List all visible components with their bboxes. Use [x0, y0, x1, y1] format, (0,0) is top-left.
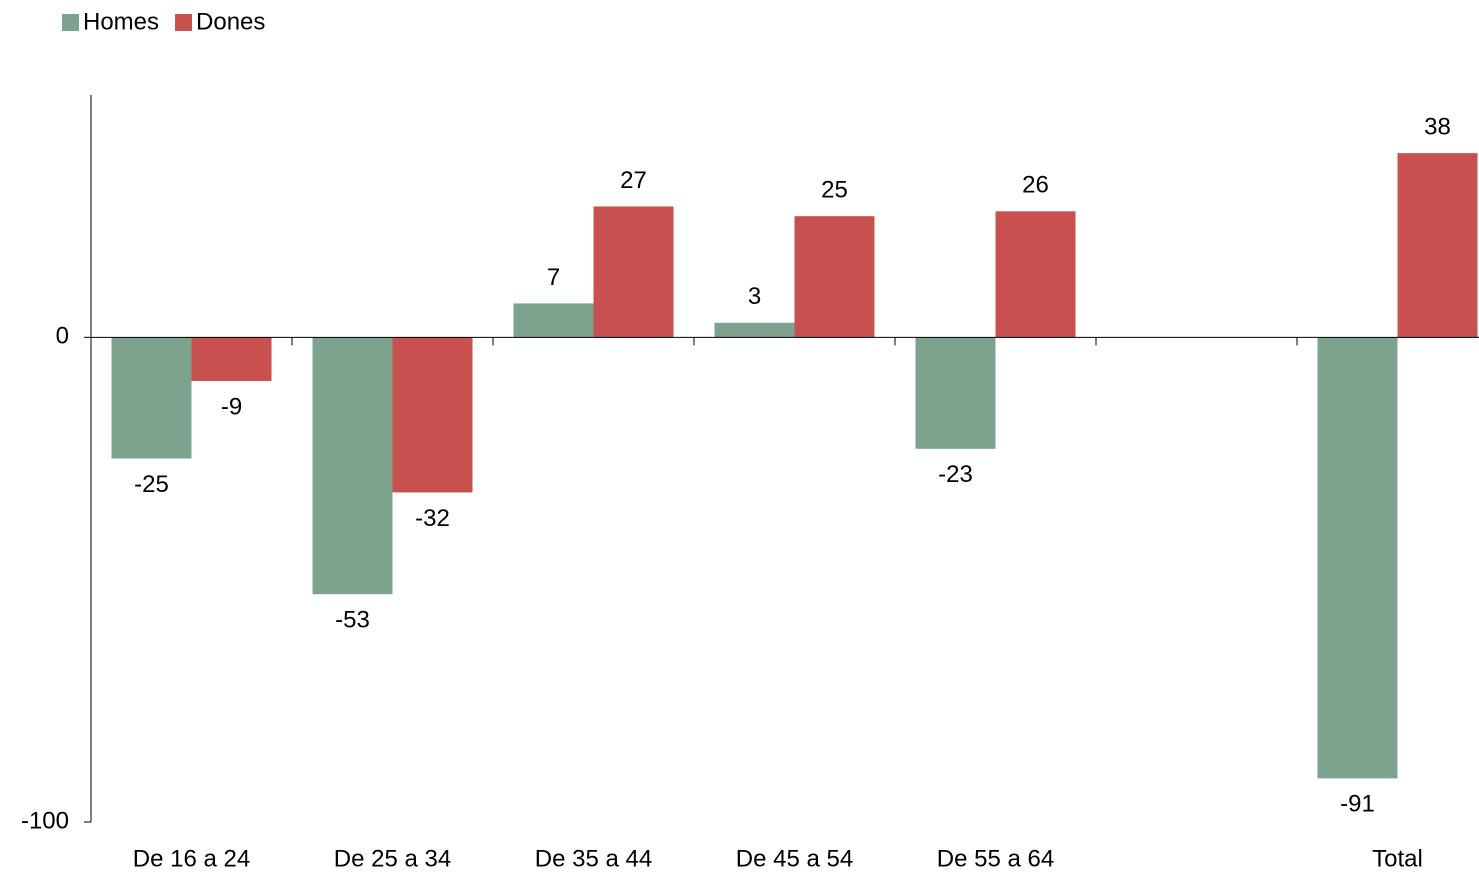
- bar: [111, 337, 192, 459]
- bar: [513, 303, 594, 338]
- data-label: -32: [415, 505, 450, 532]
- data-label: 27: [620, 167, 647, 194]
- data-label: 38: [1424, 114, 1451, 141]
- data-label: 26: [1022, 172, 1049, 199]
- x-tick-label: De 16 a 24: [133, 845, 250, 872]
- data-label: -23: [938, 461, 973, 488]
- x-tick-label: Total: [1372, 845, 1423, 872]
- bar: [392, 337, 473, 493]
- y-tick-label: -100: [21, 807, 69, 834]
- legend-swatch: [175, 14, 193, 31]
- bar: [1397, 153, 1478, 338]
- bar: [191, 337, 272, 381]
- data-label: -53: [335, 607, 370, 634]
- x-tick-label: De 25 a 34: [334, 845, 451, 872]
- data-label: -91: [1340, 791, 1375, 818]
- data-label: -9: [221, 393, 242, 420]
- data-label: 7: [547, 264, 560, 291]
- bar: [714, 322, 795, 338]
- data-label: 3: [748, 283, 761, 310]
- y-tick-label: 0: [56, 323, 69, 350]
- legend-label: Homes: [83, 8, 159, 35]
- legend-label: Dones: [196, 8, 265, 35]
- bar: [915, 337, 996, 449]
- bar: [794, 216, 875, 338]
- data-label: -25: [134, 471, 169, 498]
- x-tick-label: De 45 a 54: [736, 845, 853, 872]
- data-label: 25: [821, 177, 848, 204]
- x-tick-label: De 55 a 64: [937, 845, 1054, 872]
- bar: [995, 211, 1076, 338]
- legend-swatch: [62, 14, 79, 31]
- x-tick-label: De 35 a 44: [535, 845, 652, 872]
- bar: [312, 337, 393, 595]
- bar: [593, 206, 674, 338]
- bar: [1317, 337, 1398, 779]
